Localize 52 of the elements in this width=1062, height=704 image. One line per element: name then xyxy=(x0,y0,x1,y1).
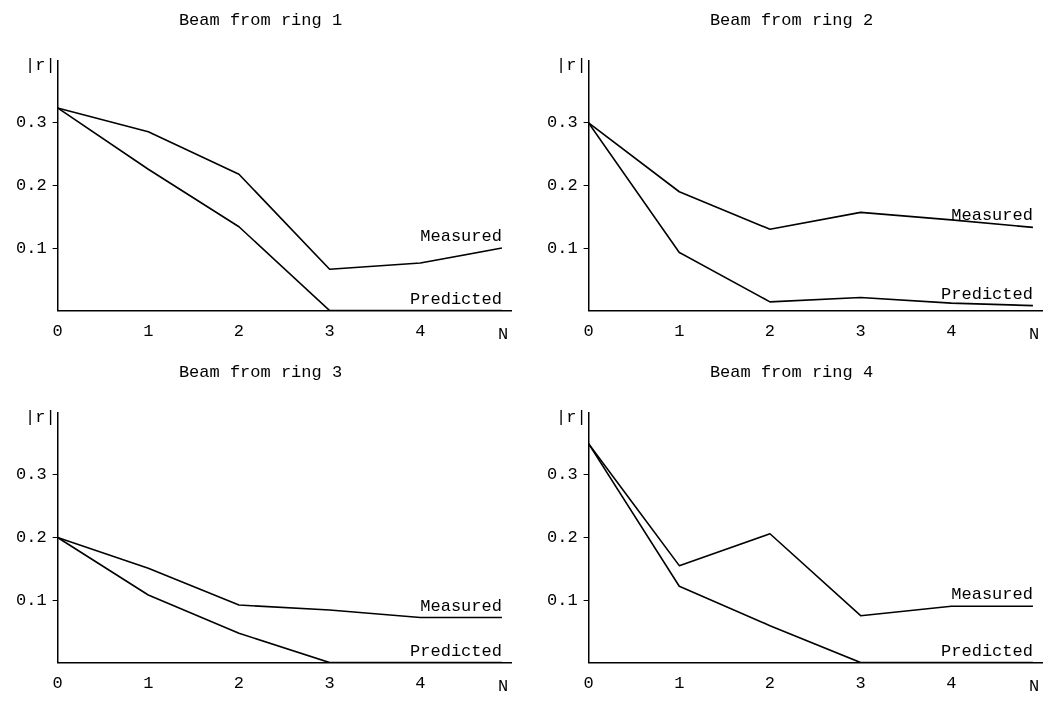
chart-title: Beam from ring 1 xyxy=(178,10,343,30)
y-tick-label: 0.3 xyxy=(16,113,47,133)
series-label: Predicted xyxy=(410,289,502,309)
series-label: Measured xyxy=(951,206,1033,226)
chart-title: Beam from ring 3 xyxy=(178,362,343,382)
chart-title: Beam from ring 2 xyxy=(709,10,874,30)
x-tick-label: 4 xyxy=(415,322,426,342)
y-tick-label: 0.1 xyxy=(16,590,47,610)
series-label: Predicted xyxy=(410,641,502,661)
x-tick-label: 2 xyxy=(764,322,776,342)
x-tick-label: 0 xyxy=(52,674,63,694)
y-tick-label: 0.1 xyxy=(16,238,47,258)
chart-title: Beam from ring 4 xyxy=(709,362,874,382)
x-axis-title: N xyxy=(1028,325,1040,344)
x-tick-label: 2 xyxy=(233,674,245,694)
x-tick-label: 4 xyxy=(415,674,426,694)
y-tick-label: 0.3 xyxy=(547,465,578,485)
y-axis-title: |r| xyxy=(556,56,587,76)
y-axis-title: |r| xyxy=(556,408,587,428)
x-tick-label: 3 xyxy=(855,674,866,694)
series-label: Measured xyxy=(420,227,502,247)
series-label: Predicted xyxy=(941,284,1033,304)
y-tick-label: 0.2 xyxy=(547,528,578,547)
x-tick-label: 0 xyxy=(52,322,63,342)
x-tick-label: 0 xyxy=(583,674,594,694)
x-tick-label: 1 xyxy=(143,674,154,694)
x-axis-title: N xyxy=(497,325,509,344)
x-tick-label: 2 xyxy=(233,322,245,342)
x-tick-label: 2 xyxy=(764,674,776,694)
x-tick-label: 3 xyxy=(324,322,335,342)
y-tick-label: 0.3 xyxy=(547,113,578,133)
x-axis-title: N xyxy=(497,677,509,696)
series-label: Measured xyxy=(951,585,1033,605)
x-tick-label: 3 xyxy=(855,322,866,342)
y-axis-title: |r| xyxy=(25,56,56,76)
series-label: Measured xyxy=(420,596,502,616)
x-axis-title: N xyxy=(1028,677,1040,696)
y-tick-label: 0.3 xyxy=(16,465,47,485)
x-tick-label: 4 xyxy=(946,322,957,342)
y-tick-label: 0.1 xyxy=(547,238,578,258)
x-tick-label: 0 xyxy=(583,322,594,342)
y-tick-label: 0.2 xyxy=(16,176,47,195)
x-tick-label: 4 xyxy=(946,674,957,694)
y-tick-label: 0.2 xyxy=(547,176,578,195)
x-tick-label: 1 xyxy=(674,674,685,694)
y-tick-label: 0.1 xyxy=(547,590,578,610)
x-tick-label: 3 xyxy=(324,674,335,694)
x-tick-label: 1 xyxy=(674,322,685,342)
x-tick-label: 1 xyxy=(143,322,154,342)
y-tick-label: 0.2 xyxy=(16,528,47,547)
y-axis-title: |r| xyxy=(25,408,56,428)
series-label: Predicted xyxy=(941,641,1033,661)
